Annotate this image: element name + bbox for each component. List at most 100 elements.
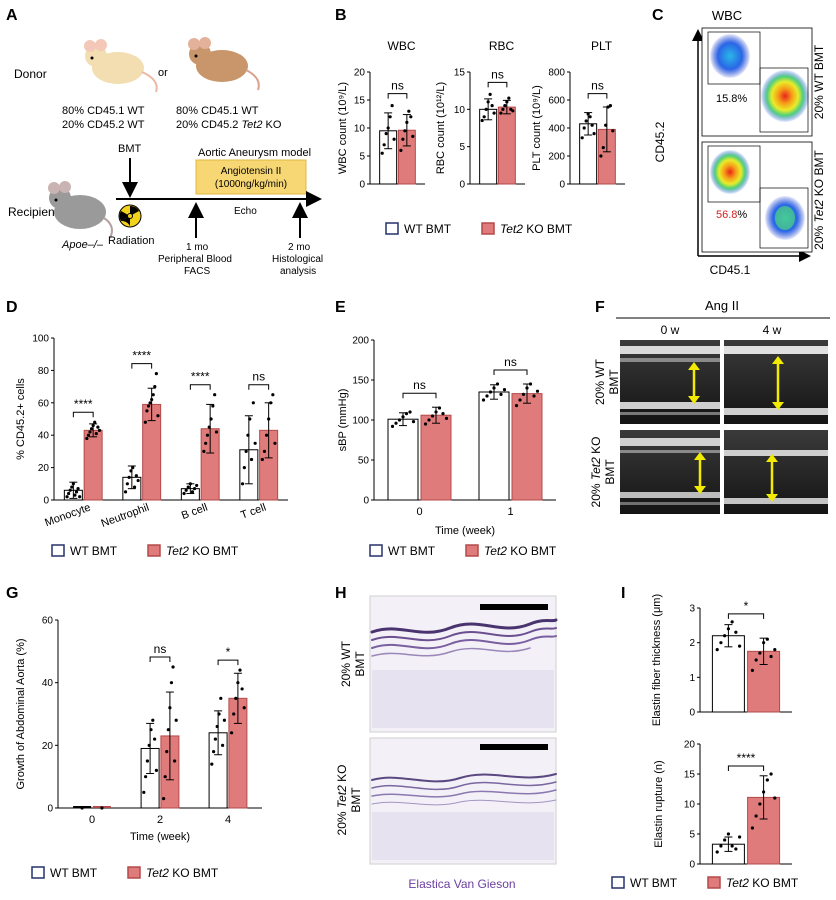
data-point	[242, 706, 246, 710]
data-point	[532, 394, 536, 398]
chart-title: RBC	[489, 39, 515, 53]
data-point	[407, 109, 411, 113]
data-point	[490, 104, 494, 108]
data-point	[765, 637, 769, 641]
data-point	[78, 495, 82, 499]
legend-e: WT BMT Tet2 KO BMT	[369, 544, 557, 558]
data-point	[153, 385, 157, 389]
data-point	[212, 750, 216, 754]
significance-label: ****	[737, 751, 756, 765]
panel-label-d: D	[6, 299, 18, 316]
y-tick-label: 15	[684, 770, 696, 781]
data-point	[186, 485, 190, 489]
data-point	[723, 838, 727, 842]
legend-rest: KO BMT	[189, 544, 239, 558]
data-point	[762, 641, 766, 645]
legend-swatch-wt	[611, 876, 625, 889]
legend-g: WT BMT Tet2 KO BMT	[31, 866, 219, 880]
data-point	[209, 417, 213, 421]
y-tick-label: 15	[354, 96, 366, 107]
flow-pct-wt: 15.8%	[716, 93, 747, 105]
data-point	[165, 750, 169, 754]
y-tick-label: 0	[363, 496, 369, 507]
data-point	[492, 111, 496, 115]
y-tick-label: 10	[684, 800, 696, 811]
data-point	[502, 388, 507, 392]
data-point	[145, 409, 149, 413]
data-point	[154, 768, 158, 773]
y-axis-label: sBP (mmHg)	[337, 389, 349, 452]
echo-label: Echo	[234, 206, 257, 217]
data-point	[248, 417, 252, 421]
data-point	[207, 425, 211, 429]
y-tick-label: 0	[689, 860, 695, 871]
significance-bracket	[217, 659, 239, 666]
donor-label: Donor	[14, 67, 47, 81]
data-point	[444, 416, 449, 420]
data-point	[750, 826, 755, 830]
data-point	[156, 414, 160, 418]
radiation-icon	[118, 204, 142, 228]
data-point	[153, 737, 157, 741]
legend-swatch-wt	[31, 866, 45, 879]
legend-gene: Tet2	[500, 222, 523, 236]
legend-swatch-wt	[385, 222, 399, 235]
y-axis-label: RBC count (10¹²/L)	[435, 82, 447, 174]
data-point	[481, 398, 486, 402]
data-point	[244, 449, 248, 453]
panel-label-b: B	[335, 7, 347, 24]
data-point	[401, 415, 405, 419]
bar-wt	[387, 418, 419, 501]
data-point	[151, 393, 155, 397]
x-tick-label: Monocyte	[43, 502, 92, 530]
data-point	[738, 835, 742, 839]
data-point	[234, 696, 238, 700]
histology-row-label-wt: 20% WTBMT	[339, 640, 367, 687]
data-point	[715, 648, 719, 652]
data-point	[485, 394, 489, 398]
data-point	[514, 404, 519, 408]
significance-bracket	[487, 81, 508, 88]
data-point	[73, 493, 77, 497]
data-point	[151, 718, 155, 722]
data-point	[734, 847, 738, 851]
x-tick-label: B cell	[180, 502, 209, 522]
data-point	[380, 151, 384, 155]
y-tick-label: 5	[689, 830, 695, 841]
chart-b-wbc: 0 5 10 15 20 WBC count (10⁹/L) WBC ns	[337, 39, 425, 191]
data-point	[525, 386, 529, 390]
echo-wall-bands	[620, 346, 828, 505]
bar-ko	[83, 429, 103, 501]
significance-label: ns	[391, 79, 404, 93]
legend-i: WT BMT Tet2 KO BMT	[611, 876, 799, 890]
data-point	[71, 482, 75, 486]
data-point	[68, 488, 72, 492]
data-point	[127, 475, 131, 479]
data-point	[394, 421, 398, 425]
donor-wt-mouse-icon	[84, 39, 158, 93]
data-point	[608, 104, 613, 108]
significance-label: ns	[504, 355, 517, 369]
data-point	[773, 796, 777, 800]
panel-label-e: E	[335, 299, 346, 316]
wt-mix-line-1: 80% CD45.1 WT	[62, 105, 145, 117]
y-axis-label: Elastin fiber thickness (μm)	[651, 594, 663, 726]
y-axis-label: Growth of Abdominal Aorta (%)	[15, 638, 27, 789]
panel-label-i: I	[621, 585, 625, 602]
chart-b-plt: 0 200 400 600 800 PLT count (10⁹/L) PLT ns	[531, 39, 625, 191]
data-point	[211, 404, 215, 408]
data-point	[404, 412, 409, 416]
month1-desc-2: FACS	[184, 266, 210, 277]
data-point	[384, 132, 388, 136]
legend-swatch-wt	[369, 544, 383, 557]
angiotensin-label: Angiotensin II	[221, 166, 282, 177]
y-tick-label: 20	[38, 463, 50, 474]
histology-elastin-layers	[370, 618, 558, 806]
scale-bar-wt	[480, 604, 548, 610]
flow-xlabel: CD45.1	[710, 263, 751, 277]
data-point	[601, 146, 605, 150]
flow-label-ko: 20% Tet2 KO BMT	[812, 150, 826, 250]
flow-ylabel: CD45.2	[653, 121, 667, 162]
legend-label-wt: WT BMT	[70, 544, 118, 558]
data-point	[518, 398, 522, 402]
